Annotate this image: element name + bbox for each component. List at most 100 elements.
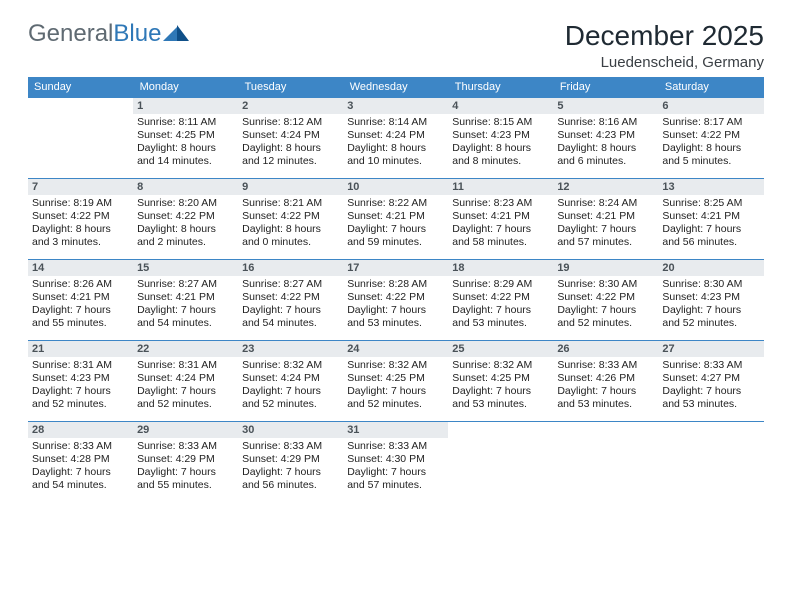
day-details: Sunrise: 8:33 AMSunset: 4:28 PMDaylight:… xyxy=(32,440,129,493)
calendar-cell: 11Sunrise: 8:23 AMSunset: 4:21 PMDayligh… xyxy=(448,179,553,260)
day-number: 3 xyxy=(343,98,448,114)
calendar-cell: 28 Sunrise: 8:33 AMSunset: 4:28 PMDayligh… xyxy=(28,422,133,503)
month-title: December 2025 xyxy=(565,20,764,52)
day-number: 20 xyxy=(658,260,763,276)
calendar-table: SundayMondayTuesdayWednesdayThursdayFrid… xyxy=(28,77,764,502)
calendar-cell xyxy=(553,422,658,503)
day-details: Sunrise: 8:32 AMSunset: 4:24 PMDaylight:… xyxy=(242,359,339,412)
calendar-cell: 8Sunrise: 8:20 AMSunset: 4:22 PMDaylight… xyxy=(133,179,238,260)
brand-part1: General xyxy=(28,20,113,47)
day-number: 19 xyxy=(553,260,658,276)
calendar-cell: 27 Sunrise: 8:33 AMSunset: 4:27 PMDayligh… xyxy=(658,341,763,422)
day-details: Sunrise: 8:19 AMSunset: 4:22 PMDaylight:… xyxy=(32,197,129,250)
day-details: Sunrise: 8:32 AMSunset: 4:25 PMDaylight:… xyxy=(347,359,444,412)
day-details: Sunrise: 8:33 AMSunset: 4:29 PMDaylight:… xyxy=(137,440,234,493)
brand-part2: Blue xyxy=(113,20,161,47)
day-number: 24 xyxy=(343,341,448,357)
day-details: Sunrise: 8:27 AMSunset: 4:22 PMDaylight:… xyxy=(242,278,339,331)
day-details: Sunrise: 8:25 AMSunset: 4:21 PMDaylight:… xyxy=(662,197,759,250)
day-details: Sunrise: 8:12 AMSunset: 4:24 PMDaylight:… xyxy=(242,116,339,169)
calendar-cell xyxy=(658,422,763,503)
day-details: Sunrise: 8:22 AMSunset: 4:21 PMDaylight:… xyxy=(347,197,444,250)
day-details: Sunrise: 8:33 AMSunset: 4:29 PMDaylight:… xyxy=(242,440,339,493)
day-number: 29 xyxy=(133,422,238,438)
calendar-cell: 29 Sunrise: 8:33 AMSunset: 4:29 PMDayligh… xyxy=(133,422,238,503)
weekday-header: Monday xyxy=(133,77,238,98)
calendar-cell: 10 Sunrise: 8:22 AMSunset: 4:21 PMDayligh… xyxy=(343,179,448,260)
day-number: 30 xyxy=(238,422,343,438)
day-number: 13 xyxy=(658,179,763,195)
weekday-header: Saturday xyxy=(658,77,763,98)
weekday-header: Thursday xyxy=(448,77,553,98)
day-number: 5 xyxy=(553,98,658,114)
day-number: 15 xyxy=(133,260,238,276)
day-number: 7 xyxy=(28,179,133,195)
day-details: Sunrise: 8:33 AMSunset: 4:27 PMDaylight:… xyxy=(662,359,759,412)
day-number: 25 xyxy=(448,341,553,357)
day-details: Sunrise: 8:14 AMSunset: 4:24 PMDaylight:… xyxy=(347,116,444,169)
day-number: 26 xyxy=(553,341,658,357)
day-details: Sunrise: 8:21 AMSunset: 4:22 PMDaylight:… xyxy=(242,197,339,250)
calendar-body: 1Sunrise: 8:11 AMSunset: 4:25 PMDaylight… xyxy=(28,98,764,503)
weekday-header: Sunday xyxy=(28,77,133,98)
day-number: 23 xyxy=(238,341,343,357)
day-details: Sunrise: 8:20 AMSunset: 4:22 PMDaylight:… xyxy=(137,197,234,250)
calendar-cell: 12 Sunrise: 8:24 AMSunset: 4:21 PMDayligh… xyxy=(553,179,658,260)
calendar-cell: 21 Sunrise: 8:31 AMSunset: 4:23 PMDayligh… xyxy=(28,341,133,422)
calendar-head: SundayMondayTuesdayWednesdayThursdayFrid… xyxy=(28,77,764,98)
day-details: Sunrise: 8:29 AMSunset: 4:22 PMDaylight:… xyxy=(452,278,549,331)
calendar-cell: 15 Sunrise: 8:27 AMSunset: 4:21 PMDayligh… xyxy=(133,260,238,341)
day-details: Sunrise: 8:33 AMSunset: 4:30 PMDaylight:… xyxy=(347,440,444,493)
brand-logo: GeneralBlue xyxy=(28,20,189,48)
calendar-row: 1Sunrise: 8:11 AMSunset: 4:25 PMDaylight… xyxy=(28,98,764,179)
calendar-cell: 17Sunrise: 8:28 AMSunset: 4:22 PMDayligh… xyxy=(343,260,448,341)
calendar-cell xyxy=(28,98,133,179)
calendar-cell: 22Sunrise: 8:31 AMSunset: 4:24 PMDayligh… xyxy=(133,341,238,422)
calendar-cell: 25 Sunrise: 8:32 AMSunset: 4:25 PMDayligh… xyxy=(448,341,553,422)
day-number: 14 xyxy=(28,260,133,276)
calendar-cell: 7 Sunrise: 8:19 AMSunset: 4:22 PMDaylight… xyxy=(28,179,133,260)
day-details: Sunrise: 8:16 AMSunset: 4:23 PMDaylight:… xyxy=(557,116,654,169)
calendar-cell: 2Sunrise: 8:12 AMSunset: 4:24 PMDaylight… xyxy=(238,98,343,179)
calendar-cell: 20Sunrise: 8:30 AMSunset: 4:23 PMDayligh… xyxy=(658,260,763,341)
day-number: 21 xyxy=(28,341,133,357)
day-number: 28 xyxy=(28,422,133,438)
day-number: 11 xyxy=(448,179,553,195)
calendar-cell: 9 Sunrise: 8:21 AMSunset: 4:22 PMDaylight… xyxy=(238,179,343,260)
day-number: 16 xyxy=(238,260,343,276)
day-details: Sunrise: 8:24 AMSunset: 4:21 PMDaylight:… xyxy=(557,197,654,250)
calendar-cell: 5 Sunrise: 8:16 AMSunset: 4:23 PMDaylight… xyxy=(553,98,658,179)
day-number: 27 xyxy=(658,341,763,357)
calendar-row: 7 Sunrise: 8:19 AMSunset: 4:22 PMDaylight… xyxy=(28,179,764,260)
weekday-header: Friday xyxy=(553,77,658,98)
day-details: Sunrise: 8:17 AMSunset: 4:22 PMDaylight:… xyxy=(662,116,759,169)
calendar-cell: 6 Sunrise: 8:17 AMSunset: 4:22 PMDaylight… xyxy=(658,98,763,179)
day-number: 9 xyxy=(238,179,343,195)
day-details: Sunrise: 8:31 AMSunset: 4:23 PMDaylight:… xyxy=(32,359,129,412)
title-block: December 2025 Luedenscheid, Germany xyxy=(565,20,764,71)
calendar-cell: 3 Sunrise: 8:14 AMSunset: 4:24 PMDaylight… xyxy=(343,98,448,179)
location-label: Luedenscheid, Germany xyxy=(565,54,764,71)
day-number: 31 xyxy=(343,422,448,438)
calendar-cell: 1Sunrise: 8:11 AMSunset: 4:25 PMDaylight… xyxy=(133,98,238,179)
calendar-page: GeneralBlue December 2025 Luedenscheid, … xyxy=(0,0,792,522)
day-details: Sunrise: 8:32 AMSunset: 4:25 PMDaylight:… xyxy=(452,359,549,412)
day-details: Sunrise: 8:30 AMSunset: 4:22 PMDaylight:… xyxy=(557,278,654,331)
brand-mark-icon xyxy=(163,19,189,46)
day-number: 1 xyxy=(133,98,238,114)
weekday-header: Tuesday xyxy=(238,77,343,98)
calendar-cell: 23 Sunrise: 8:32 AMSunset: 4:24 PMDayligh… xyxy=(238,341,343,422)
day-number: 12 xyxy=(553,179,658,195)
day-number: 22 xyxy=(133,341,238,357)
day-details: Sunrise: 8:28 AMSunset: 4:22 PMDaylight:… xyxy=(347,278,444,331)
calendar-cell: 30 Sunrise: 8:33 AMSunset: 4:29 PMDayligh… xyxy=(238,422,343,503)
day-details: Sunrise: 8:27 AMSunset: 4:21 PMDaylight:… xyxy=(137,278,234,331)
calendar-cell xyxy=(448,422,553,503)
day-number: 10 xyxy=(343,179,448,195)
day-number: 6 xyxy=(658,98,763,114)
calendar-cell: 14Sunrise: 8:26 AMSunset: 4:21 PMDayligh… xyxy=(28,260,133,341)
header: GeneralBlue December 2025 Luedenscheid, … xyxy=(28,20,764,71)
calendar-row: 14Sunrise: 8:26 AMSunset: 4:21 PMDayligh… xyxy=(28,260,764,341)
calendar-cell: 18Sunrise: 8:29 AMSunset: 4:22 PMDayligh… xyxy=(448,260,553,341)
day-details: Sunrise: 8:33 AMSunset: 4:26 PMDaylight:… xyxy=(557,359,654,412)
